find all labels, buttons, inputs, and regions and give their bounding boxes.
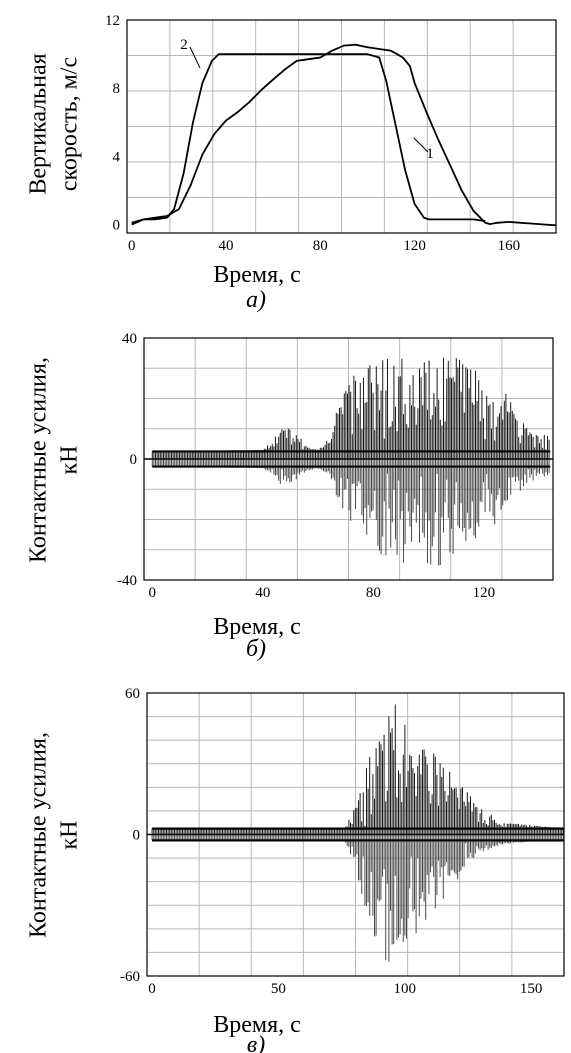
x-tick-label: 40 — [219, 238, 234, 254]
y-tick-label: 60 — [125, 686, 140, 702]
y-tick-label: 40 — [122, 331, 137, 347]
y-tick-label: 8 — [113, 81, 121, 97]
y-tick-label: 4 — [113, 149, 121, 165]
y-axis-title-line: скорость, м/с — [57, 57, 83, 191]
force-signal-negative — [151, 834, 564, 962]
x-tick-label: 0 — [128, 238, 136, 254]
y-tick-label: 0 — [133, 828, 141, 844]
chart-panel-3: 0 50 100 150 -60 0 60 Время, св) Контактные усил… — [26, 686, 565, 1053]
plot-frame — [126, 19, 557, 234]
x-axis-title: Время, с — [213, 1012, 301, 1038]
force-signal-positive — [151, 357, 550, 459]
y-axis-title-line: кН — [57, 821, 83, 850]
y-tick-label: -40 — [117, 573, 137, 589]
chart-panel-2: 0 40 80 120 -40 0 40 Время, сб) Контактные усили… — [26, 331, 554, 662]
y-axis-title-line: Контактные усилия, — [26, 732, 52, 938]
x-tick-label: 150 — [520, 981, 543, 997]
x-tick-label: 0 — [148, 981, 156, 997]
panel-label: в) — [247, 1032, 265, 1053]
x-tick-label: 0 — [149, 585, 157, 601]
y-tick-label: 12 — [105, 13, 120, 29]
y-axis-title-line: кН — [57, 446, 83, 475]
y-tick-label: 0 — [113, 217, 121, 233]
panel-label: а) — [246, 287, 266, 313]
x-tick-label: 80 — [366, 585, 381, 601]
force-signal-positive — [151, 704, 564, 835]
x-tick-label: 120 — [473, 585, 496, 601]
x-axis-title: Время, с — [213, 614, 301, 640]
y-tick-label: 0 — [130, 452, 138, 468]
x-tick-label: 120 — [403, 238, 426, 254]
series-leader-line — [413, 137, 429, 153]
x-tick-label: 160 — [498, 238, 521, 254]
y-axis-title-line: Контактные усилия, — [26, 357, 52, 563]
panel-label: б) — [246, 636, 266, 662]
series-line-1 — [131, 43, 557, 227]
x-tick-label: 100 — [394, 981, 417, 997]
series-label: 2 — [180, 37, 188, 53]
series-label: 1 — [426, 146, 434, 162]
series-leader-line — [189, 46, 201, 69]
y-tick-label: -60 — [120, 969, 140, 985]
x-tick-label: 40 — [255, 585, 270, 601]
series-line-2 — [131, 53, 486, 224]
x-tick-label: 50 — [271, 981, 286, 997]
x-tick-label: 80 — [313, 238, 328, 254]
x-axis-title: Время, с — [213, 262, 301, 288]
y-axis-title-line: Вертикальная — [26, 53, 52, 194]
